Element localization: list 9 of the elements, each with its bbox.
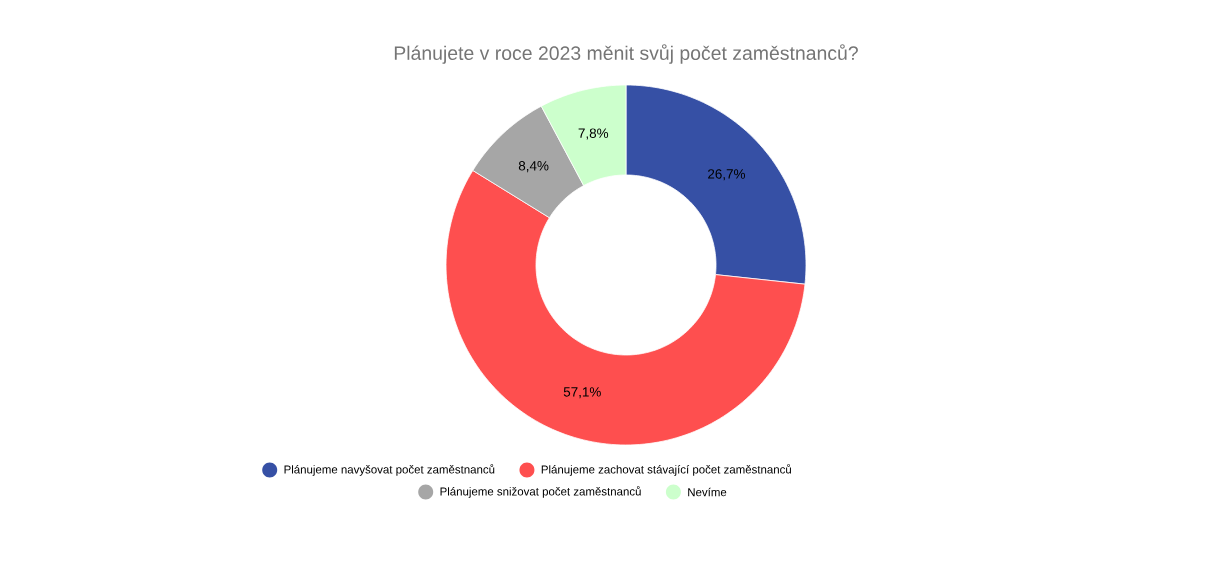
data-label: 7,8%	[578, 128, 609, 140]
legend-label: Plánujeme zachovat stávající počet zaměstnanců	[541, 464, 791, 476]
legend-label: Nevíme	[688, 487, 727, 497]
chart-title: Plánujete v roce 2023 měnit svůj počet zaměstnanců?	[394, 44, 858, 64]
data-label: 57,1%	[563, 387, 601, 399]
data-label: 8,4%	[518, 161, 549, 173]
data-label: 26,7%	[708, 169, 746, 181]
legend-label: Plánujeme snižovat počet zaměstnanců	[440, 486, 641, 498]
legend-label: Plánujeme navyšovat počet zaměstnanců	[284, 464, 495, 476]
